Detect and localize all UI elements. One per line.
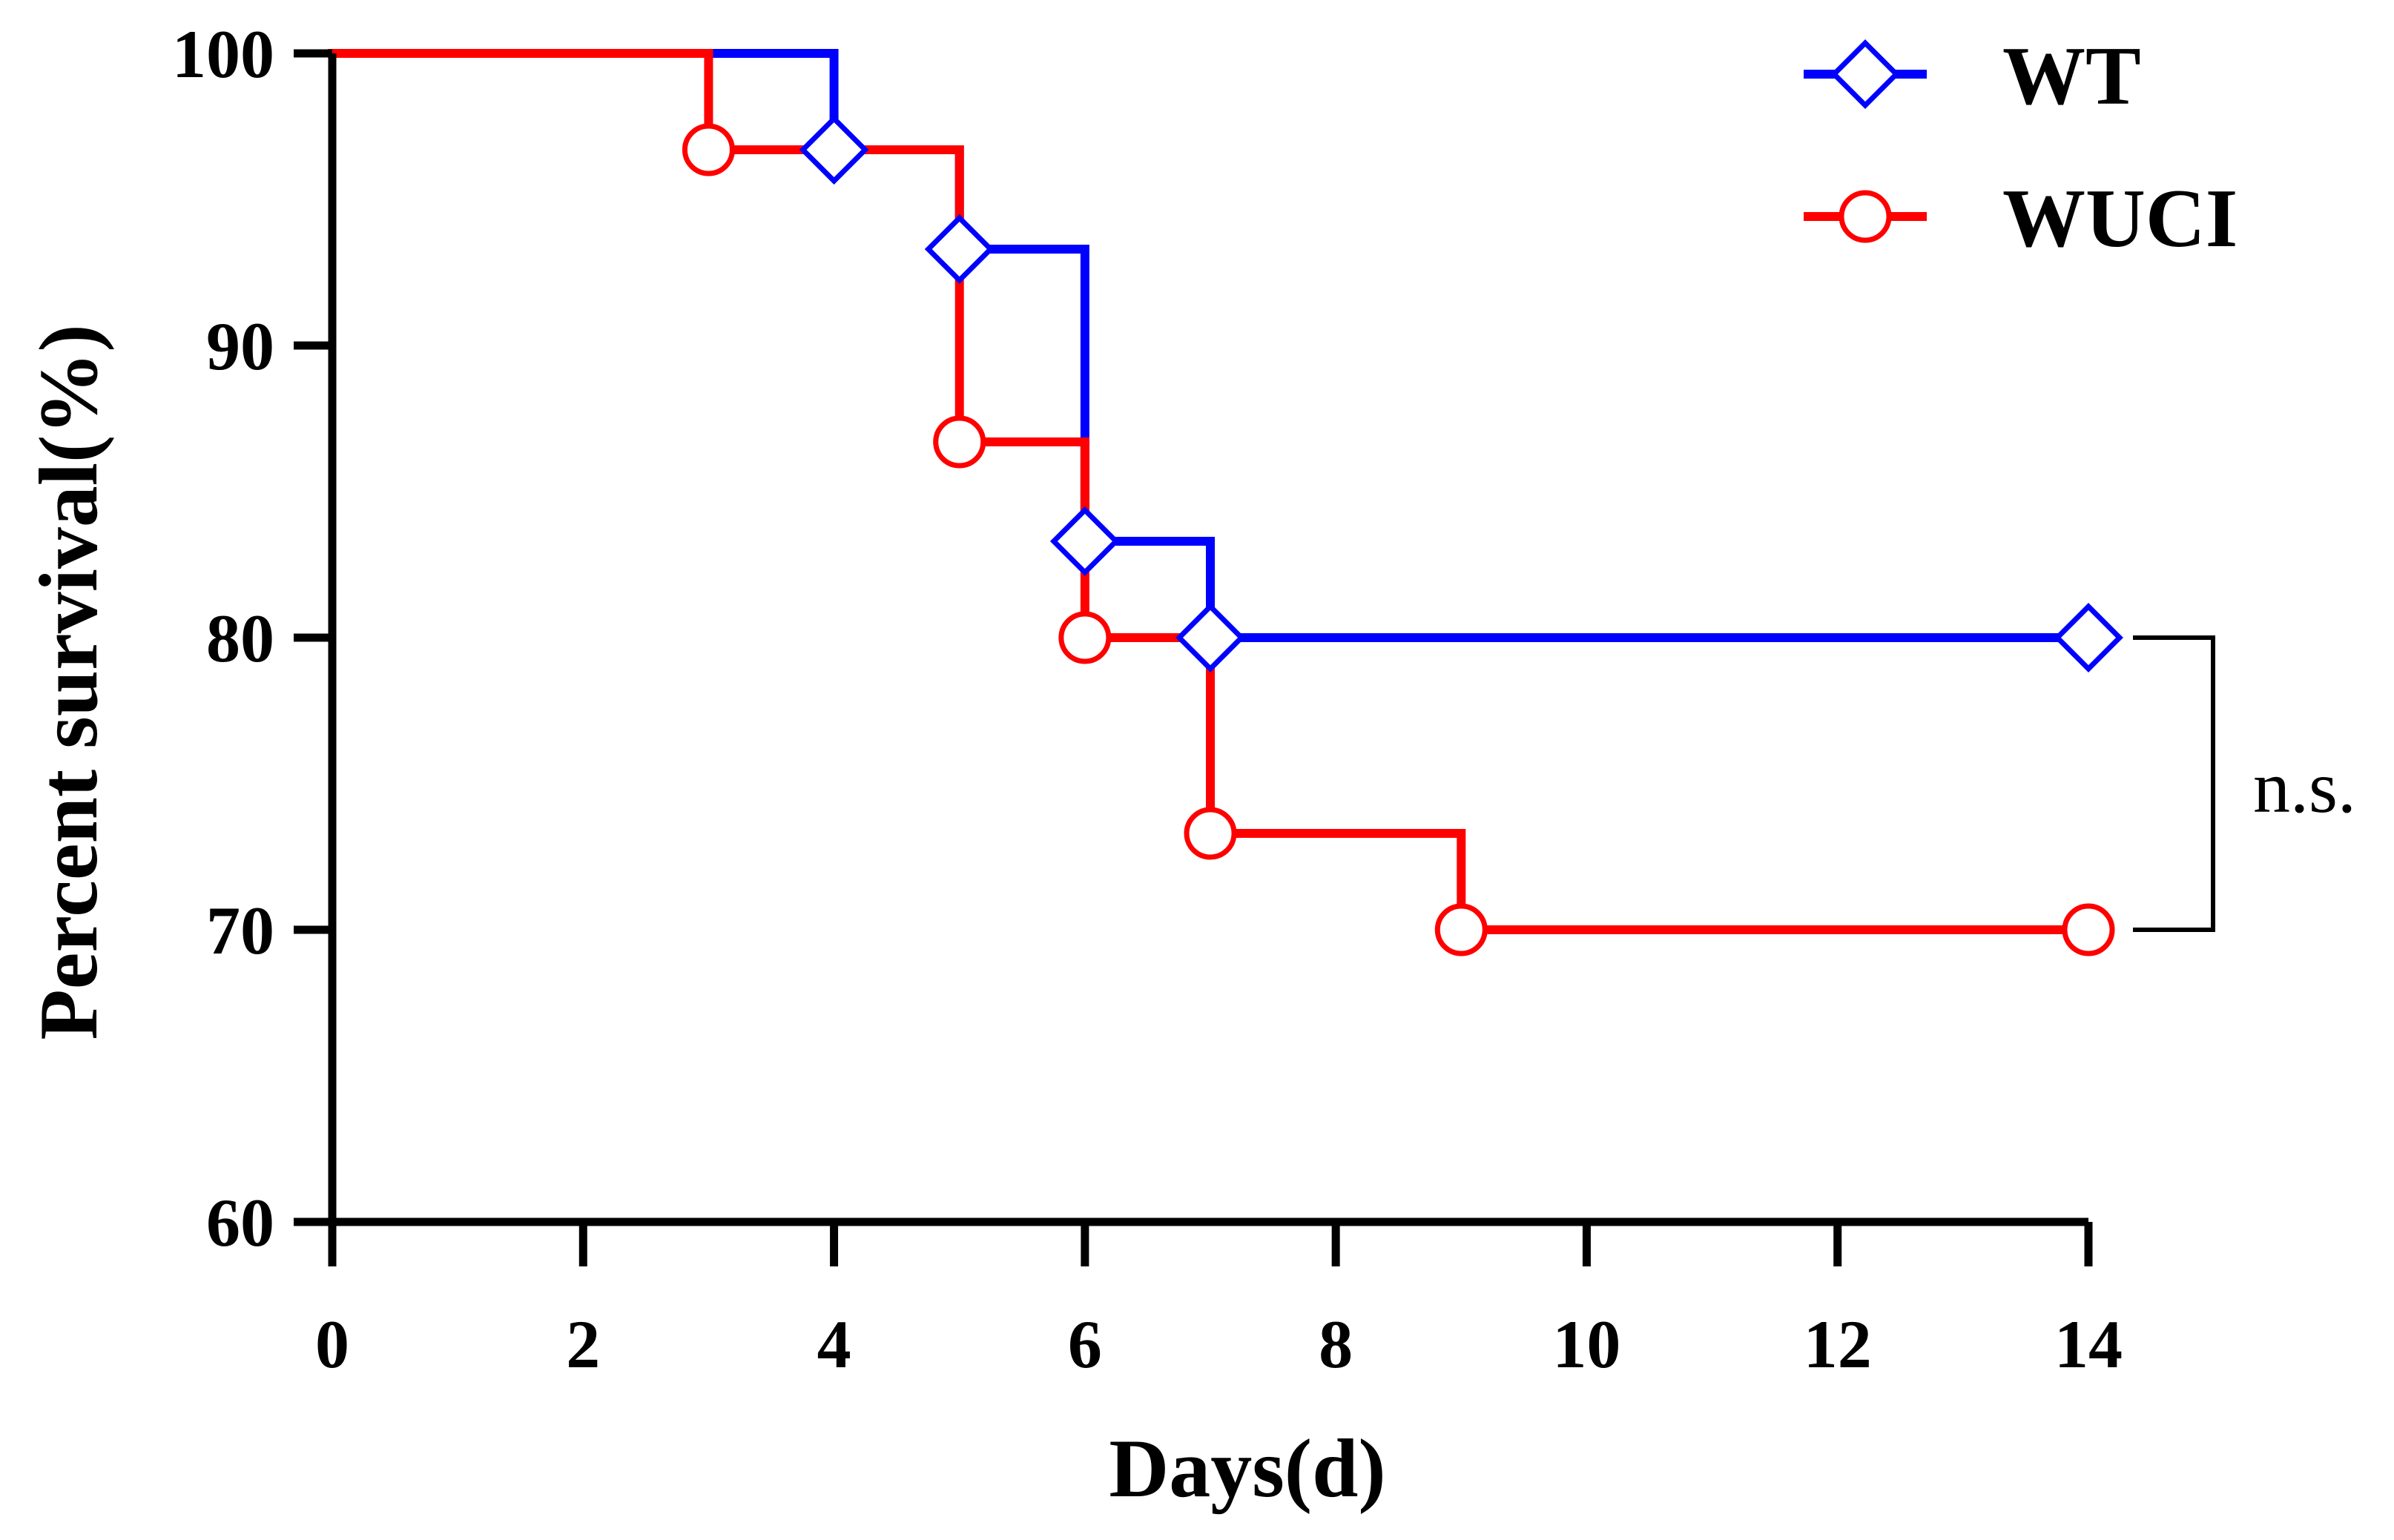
y-tick-label-100: 100 [172, 16, 274, 92]
y-axis-title: Percent survival(%) [23, 324, 115, 1040]
significance-label: n.s. [2253, 746, 2356, 828]
y-tick-label-90: 90 [206, 308, 274, 384]
series-line-wt [328, 49, 2093, 642]
x-axis-title: Days(d) [1109, 1423, 1385, 1515]
legend: WT WUCI [1804, 30, 2238, 265]
y-tick-label-80: 80 [206, 601, 274, 676]
marker-wt-day-6 [1049, 506, 1120, 576]
x-tick-label-4: 4 [817, 1306, 851, 1382]
x-tick-label-14: 14 [2054, 1306, 2123, 1382]
y-tick-label-70: 70 [206, 893, 274, 968]
x-tick-label-0: 0 [315, 1306, 349, 1382]
axes-layer: 60 70 80 90 100 0 2 4 6 8 10 12 14 Days(d) Percent sur… [23, 16, 2123, 1515]
marker-wuci-day-7 [1184, 807, 1237, 860]
legend-label-wt: WT [2002, 30, 2141, 122]
marker-wuci-day-6 [1058, 611, 1112, 664]
x-tick-label-12: 12 [1804, 1306, 1872, 1382]
legend-marker-wuci [1839, 190, 1892, 243]
x-tick-label-10: 10 [1552, 1306, 1620, 1382]
marker-wuci-day-14 [2062, 903, 2115, 956]
x-tick-label-6: 6 [1068, 1306, 1102, 1382]
legend-label-wuci: WUCI [2002, 173, 2238, 265]
significance-bracket [2133, 635, 2215, 932]
x-tick-label-8: 8 [1319, 1306, 1353, 1382]
legend-marker-wt [1830, 39, 1900, 109]
marker-wuci-day-9 [1434, 903, 1488, 956]
marker-wt-day-5 [924, 214, 995, 284]
marker-wt-day-14 [2054, 603, 2123, 672]
marker-wt-day-4 [799, 115, 869, 185]
marker-wuci-day-3 [682, 123, 735, 176]
marker-wt-day-7 [1175, 603, 1245, 672]
marker-wuci-day-5 [933, 415, 986, 469]
series-line-wuci [328, 49, 2093, 934]
series-layer [328, 49, 2123, 956]
x-tick-label-2: 2 [566, 1306, 600, 1382]
y-tick-label-60: 60 [206, 1185, 274, 1260]
significance-annotation: n.s. [2133, 635, 2356, 932]
